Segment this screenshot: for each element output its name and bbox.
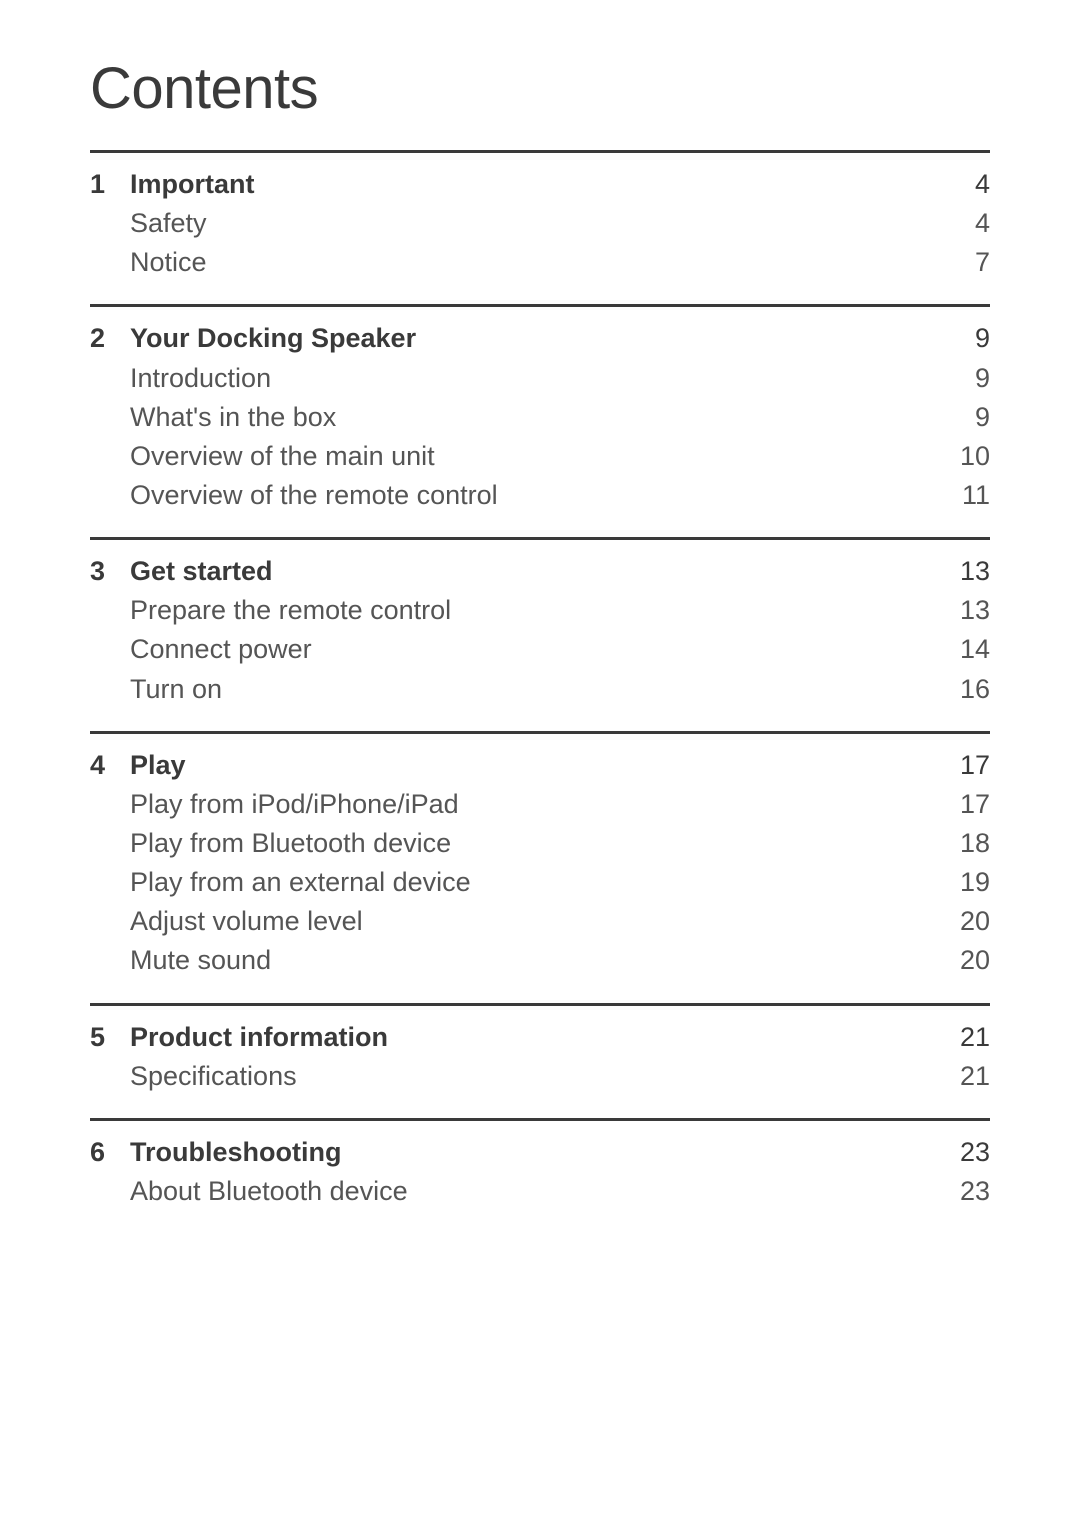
- toc-item-page: 7: [975, 243, 990, 282]
- toc-item-label: Connect power: [130, 630, 960, 669]
- toc-section-page: 17: [960, 746, 990, 785]
- toc-item-row: Play from iPod/iPhone/iPad17: [90, 785, 990, 824]
- toc-item-label: Overview of the remote control: [130, 476, 962, 515]
- toc-item-label: Mute sound: [130, 941, 960, 980]
- toc-section-number: 5: [90, 1018, 130, 1057]
- toc-section: 3Get started13Prepare the remote control…: [90, 537, 990, 731]
- toc-item-label: Specifications: [130, 1057, 960, 1096]
- toc-item-row: Overview of the remote control11: [90, 476, 990, 515]
- toc-section: 4Play17Play from iPod/iPhone/iPad17Play …: [90, 731, 990, 1003]
- toc-item-page: 20: [960, 941, 990, 980]
- page-title: Contents: [90, 55, 990, 122]
- toc-section-heading-row: 3Get started13: [90, 552, 990, 591]
- toc-item-row: Notice7: [90, 243, 990, 282]
- toc-item-label: Notice: [130, 243, 975, 282]
- toc-item-label: What's in the box: [130, 398, 975, 437]
- toc-section-number: 2: [90, 319, 130, 358]
- toc-item-page: 4: [975, 204, 990, 243]
- toc-section-number: 4: [90, 746, 130, 785]
- toc-item-label: Play from Bluetooth device: [130, 824, 960, 863]
- toc-item-page: 13: [960, 591, 990, 630]
- toc-section: 6Troubleshooting23About Bluetooth device…: [90, 1118, 990, 1233]
- toc-item-row: Turn on16: [90, 670, 990, 709]
- toc-section-heading: Product information: [130, 1018, 960, 1057]
- toc-item-page: 11: [962, 476, 990, 515]
- toc-section-heading-row: 2Your Docking Speaker9: [90, 319, 990, 358]
- toc-item-page: 9: [975, 398, 990, 437]
- toc-item-label: Prepare the remote control: [130, 591, 960, 630]
- toc-section-heading: Important: [130, 165, 975, 204]
- toc-section-page: 13: [960, 552, 990, 591]
- toc-section-number: 1: [90, 165, 130, 204]
- toc-item-row: Prepare the remote control13: [90, 591, 990, 630]
- toc-item-page: 19: [960, 863, 990, 902]
- toc-section-heading-row: 6Troubleshooting23: [90, 1133, 990, 1172]
- toc-item-label: Turn on: [130, 670, 960, 709]
- toc-section-heading: Troubleshooting: [130, 1133, 960, 1172]
- toc-section: 1Important4Safety4Notice7: [90, 150, 990, 304]
- toc-item-label: Safety: [130, 204, 975, 243]
- toc-item-row: Play from an external device19: [90, 863, 990, 902]
- toc-item-row: About Bluetooth device23: [90, 1172, 990, 1211]
- toc-item-row: Safety4: [90, 204, 990, 243]
- toc-item-label: Overview of the main unit: [130, 437, 960, 476]
- toc-item-row: Overview of the main unit10: [90, 437, 990, 476]
- toc-item-page: 20: [960, 902, 990, 941]
- toc-item-label: About Bluetooth device: [130, 1172, 960, 1211]
- toc-item-page: 16: [960, 670, 990, 709]
- toc-section-page: 23: [960, 1133, 990, 1172]
- toc-section-heading-row: 5Product information21: [90, 1018, 990, 1057]
- toc-item-page: 14: [960, 630, 990, 669]
- toc-item-page: 21: [960, 1057, 990, 1096]
- toc-item-label: Play from an external device: [130, 863, 960, 902]
- toc-section-number: 6: [90, 1133, 130, 1172]
- toc-item-row: Introduction9: [90, 359, 990, 398]
- toc-item-page: 23: [960, 1172, 990, 1211]
- toc-section-heading-row: 4Play17: [90, 746, 990, 785]
- toc-item-row: Adjust volume level20: [90, 902, 990, 941]
- toc-section-page: 21: [960, 1018, 990, 1057]
- toc-item-page: 18: [960, 824, 990, 863]
- toc-item-page: 10: [960, 437, 990, 476]
- toc-section-heading: Your Docking Speaker: [130, 319, 975, 358]
- toc-item-label: Introduction: [130, 359, 975, 398]
- toc-item-row: Mute sound20: [90, 941, 990, 980]
- contents-page: Contents 1Important4Safety4Notice72Your …: [0, 0, 1080, 1233]
- toc-section-page: 4: [975, 165, 990, 204]
- toc-section-heading: Play: [130, 746, 960, 785]
- toc-section-heading-row: 1Important4: [90, 165, 990, 204]
- toc-item-label: Adjust volume level: [130, 902, 960, 941]
- toc-section-number: 3: [90, 552, 130, 591]
- toc-item-page: 17: [960, 785, 990, 824]
- toc-section: 2Your Docking Speaker9Introduction9What'…: [90, 304, 990, 537]
- toc-item-page: 9: [975, 359, 990, 398]
- toc-item-row: Specifications21: [90, 1057, 990, 1096]
- toc-item-row: Play from Bluetooth device18: [90, 824, 990, 863]
- toc-item-row: What's in the box9: [90, 398, 990, 437]
- toc-section: 5Product information21Specifications21: [90, 1003, 990, 1118]
- toc-section-page: 9: [975, 319, 990, 358]
- table-of-contents: 1Important4Safety4Notice72Your Docking S…: [90, 150, 990, 1233]
- toc-item-row: Connect power14: [90, 630, 990, 669]
- toc-section-heading: Get started: [130, 552, 960, 591]
- toc-item-label: Play from iPod/iPhone/iPad: [130, 785, 960, 824]
